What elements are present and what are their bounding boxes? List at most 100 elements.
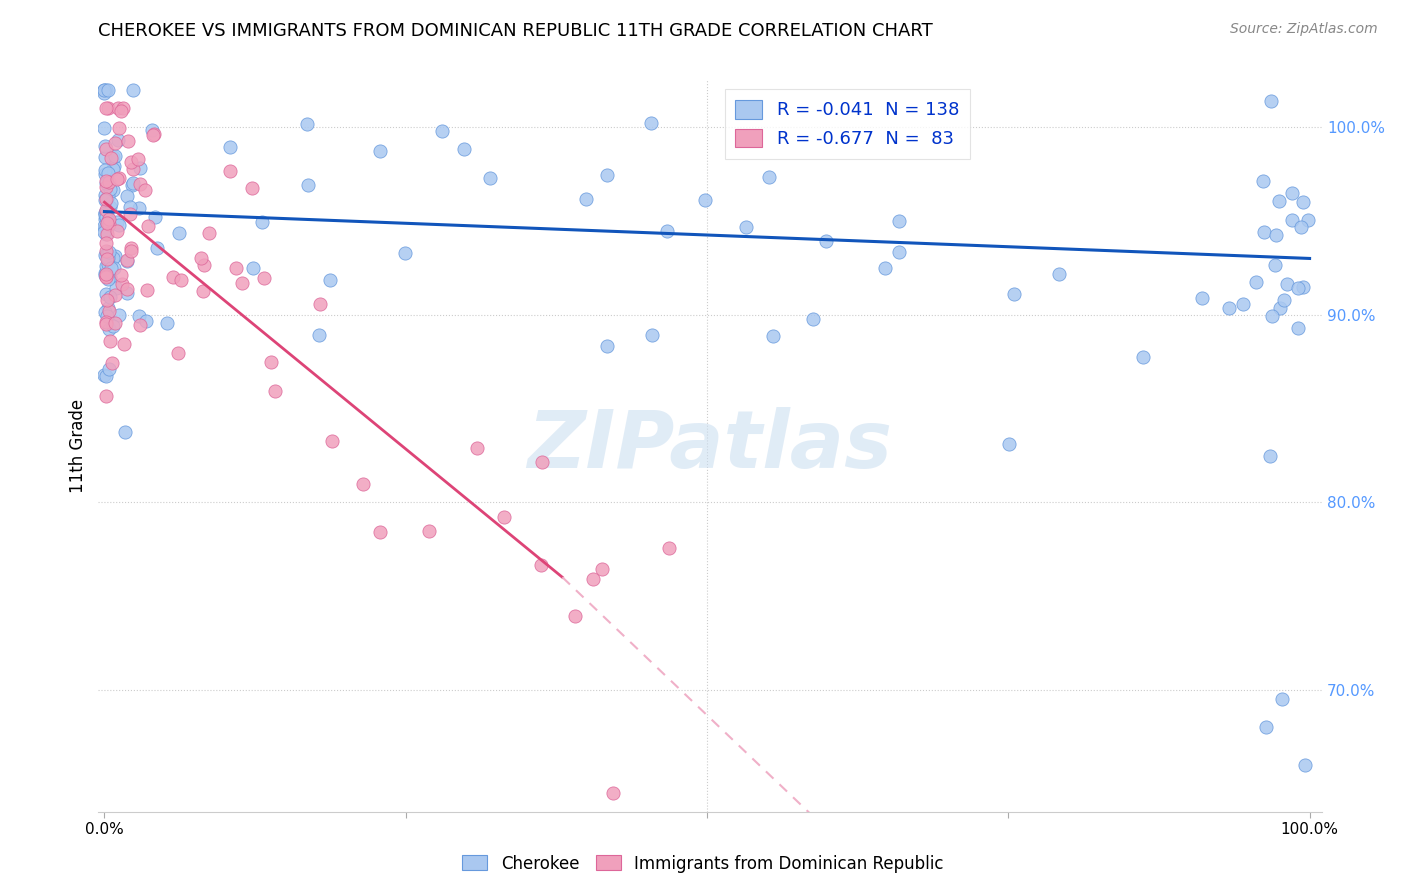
Point bbox=[105, 224, 128, 238]
Point bbox=[136, 219, 159, 234]
Point bbox=[97, 83, 120, 97]
Point bbox=[96, 222, 118, 236]
Point bbox=[295, 117, 318, 131]
Point bbox=[193, 258, 215, 272]
Point bbox=[100, 334, 122, 348]
Point bbox=[193, 284, 215, 298]
Point bbox=[156, 316, 179, 330]
Point bbox=[93, 211, 115, 226]
Point bbox=[129, 177, 152, 191]
Point bbox=[94, 244, 117, 258]
Point bbox=[107, 102, 129, 116]
Point bbox=[1272, 293, 1295, 308]
Point bbox=[93, 138, 115, 153]
Point bbox=[394, 246, 416, 260]
Point bbox=[101, 318, 124, 333]
Point bbox=[94, 268, 117, 282]
Point bbox=[581, 572, 603, 586]
Point bbox=[478, 170, 501, 185]
Point bbox=[321, 434, 343, 448]
Point bbox=[319, 272, 342, 286]
Point bbox=[1264, 258, 1286, 272]
Point bbox=[1281, 186, 1303, 200]
Point bbox=[101, 150, 124, 164]
Point bbox=[352, 476, 374, 491]
Point bbox=[94, 176, 117, 190]
Point bbox=[198, 227, 221, 241]
Point bbox=[104, 249, 127, 263]
Text: Source: ZipAtlas.com: Source: ZipAtlas.com bbox=[1230, 22, 1378, 37]
Point bbox=[1218, 301, 1240, 315]
Point bbox=[103, 260, 125, 275]
Point bbox=[94, 173, 117, 187]
Point bbox=[96, 293, 118, 308]
Point bbox=[1271, 692, 1294, 706]
Point bbox=[98, 304, 121, 318]
Point bbox=[873, 261, 896, 276]
Point bbox=[101, 162, 124, 177]
Point bbox=[96, 210, 118, 224]
Point bbox=[96, 309, 118, 323]
Point bbox=[575, 193, 598, 207]
Point bbox=[453, 142, 475, 156]
Legend: R = -0.041  N = 138, R = -0.677  N =  83: R = -0.041 N = 138, R = -0.677 N = 83 bbox=[724, 89, 970, 159]
Point bbox=[107, 133, 129, 147]
Point bbox=[591, 562, 613, 576]
Point bbox=[1289, 219, 1312, 234]
Point bbox=[94, 167, 117, 181]
Point bbox=[94, 287, 117, 301]
Point bbox=[162, 270, 184, 285]
Point bbox=[1292, 279, 1315, 293]
Point bbox=[122, 83, 145, 97]
Point bbox=[1047, 267, 1070, 281]
Point bbox=[141, 123, 163, 137]
Point bbox=[145, 241, 167, 255]
Point bbox=[94, 180, 117, 194]
Point bbox=[1281, 213, 1303, 227]
Point bbox=[121, 178, 143, 192]
Point bbox=[114, 425, 136, 439]
Point bbox=[103, 251, 125, 265]
Point bbox=[1264, 227, 1286, 242]
Point bbox=[1261, 309, 1284, 323]
Point bbox=[297, 178, 319, 192]
Point bbox=[1191, 291, 1213, 305]
Text: CHEROKEE VS IMMIGRANTS FROM DOMINICAN REPUBLIC 11TH GRADE CORRELATION CHART: CHEROKEE VS IMMIGRANTS FROM DOMINICAN RE… bbox=[98, 22, 934, 40]
Point bbox=[640, 116, 662, 130]
Point bbox=[104, 287, 127, 301]
Point bbox=[128, 201, 150, 215]
Point bbox=[129, 318, 152, 332]
Point bbox=[93, 162, 115, 177]
Point bbox=[97, 257, 120, 271]
Point bbox=[136, 284, 159, 298]
Point bbox=[115, 254, 138, 268]
Point bbox=[118, 200, 141, 214]
Point bbox=[115, 189, 138, 203]
Point bbox=[108, 308, 131, 322]
Point bbox=[104, 316, 127, 330]
Point bbox=[97, 217, 120, 231]
Point bbox=[814, 234, 837, 248]
Point bbox=[94, 150, 117, 164]
Point bbox=[596, 168, 619, 182]
Point bbox=[758, 169, 780, 184]
Point bbox=[1132, 350, 1154, 364]
Point bbox=[97, 362, 120, 376]
Point bbox=[762, 329, 785, 343]
Point bbox=[101, 356, 124, 370]
Point bbox=[96, 252, 118, 266]
Point bbox=[104, 149, 127, 163]
Point bbox=[134, 183, 156, 197]
Point bbox=[108, 120, 131, 135]
Point bbox=[640, 327, 662, 342]
Point bbox=[100, 196, 122, 211]
Point bbox=[1268, 301, 1291, 316]
Point bbox=[1292, 195, 1315, 210]
Point bbox=[564, 609, 586, 624]
Point bbox=[94, 259, 117, 273]
Point bbox=[127, 152, 149, 166]
Point bbox=[94, 219, 117, 233]
Point bbox=[118, 207, 141, 221]
Point bbox=[94, 236, 117, 251]
Legend: Cherokee, Immigrants from Dominican Republic: Cherokee, Immigrants from Dominican Repu… bbox=[456, 848, 950, 880]
